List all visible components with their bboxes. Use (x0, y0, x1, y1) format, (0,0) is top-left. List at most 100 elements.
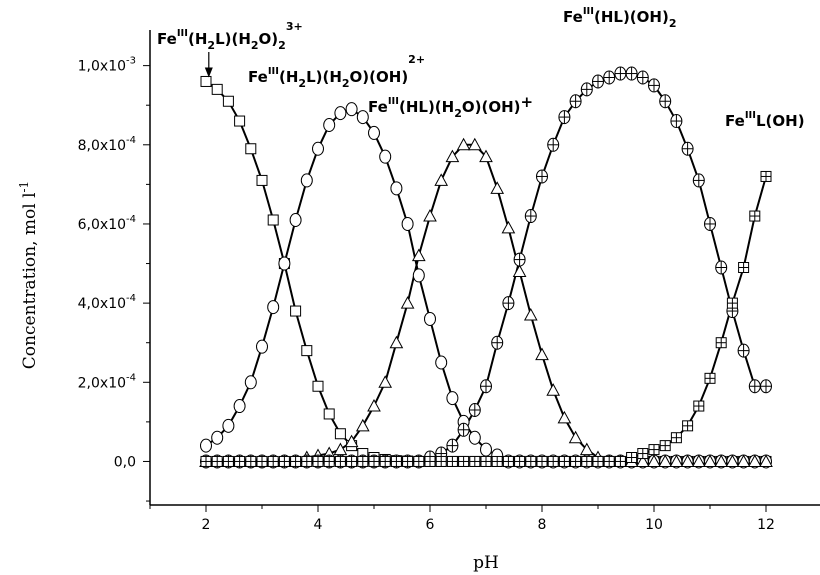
data-point-circle-plus (502, 296, 515, 311)
data-point-triangle (658, 454, 673, 467)
data-point-square-plus (390, 455, 402, 467)
data-point-triangle (669, 454, 684, 467)
data-point-square-plus (749, 210, 761, 222)
data-point-square (312, 380, 324, 392)
data-point-square-plus (245, 455, 257, 467)
species-labels: FeIII(H2L)(H2O)23+FeIII(H2L)(H2O)(OH)2+ F… (157, 6, 805, 130)
data-point-square-plus (312, 455, 324, 467)
data-point-circle-plus (547, 137, 560, 152)
y-tick-label: 6,0x10-4 (78, 214, 136, 233)
data-point-circle-plus (480, 379, 492, 394)
data-point-circle (200, 438, 212, 453)
data-point-circle (345, 102, 358, 117)
data-point-circle-plus (670, 114, 683, 129)
data-point-square-plus (469, 455, 481, 467)
data-point-triangle (747, 454, 762, 467)
data-point-triangle (680, 454, 695, 467)
series-line-2 (306, 143, 599, 459)
data-point-square-plus (603, 455, 615, 467)
data-point-circle (390, 181, 403, 196)
data-point-triangle (557, 410, 572, 424)
data-point-square-plus (267, 455, 279, 467)
data-point-triangle (389, 335, 404, 349)
data-point-circle-plus (513, 252, 526, 267)
data-point-triangle (456, 137, 471, 151)
data-point-square-plus (502, 455, 514, 467)
data-point-square (222, 95, 234, 107)
data-point-triangle (344, 434, 359, 448)
x-tick-label: 8 (538, 517, 547, 533)
data-point-square-plus (435, 455, 447, 467)
data-point-square-plus (278, 455, 290, 467)
data-point-square-plus (514, 455, 526, 467)
series-curves (205, 72, 767, 463)
data-point-circle (468, 430, 481, 445)
data-point-circle (401, 216, 414, 231)
data-point-circle-plus (636, 70, 649, 85)
data-point-square-plus (592, 455, 604, 467)
data-point-triangle (411, 248, 426, 262)
data-point-circle (435, 355, 448, 370)
data-point-square-plus (480, 455, 492, 467)
data-point-square-plus (614, 455, 626, 467)
data-point-square-plus (491, 455, 503, 467)
data-point-square-plus (458, 455, 470, 467)
x-tick-label: 4 (314, 517, 323, 533)
data-point-triangle (725, 454, 740, 467)
data-point-square-plus (581, 455, 593, 467)
data-point-triangle (546, 383, 561, 396)
axes: 2 4 6 8 10 12 0,0 2,0x10-4 4,0x10-4 6,0x10-4 8,0x1… (78, 30, 820, 533)
data-point-square-plus (558, 455, 570, 467)
data-point-square-plus (200, 455, 212, 467)
data-point-circle-plus (558, 110, 571, 125)
data-point-circle (412, 268, 425, 283)
data-point-circle-plus (457, 422, 470, 437)
y-axis-title-main: Concentration, mol l (20, 192, 40, 369)
data-point-square (256, 174, 268, 186)
data-point-square (290, 305, 302, 317)
data-point-square-plus (256, 455, 268, 467)
x-tick-label: 12 (757, 517, 775, 533)
data-point-triangle (579, 442, 594, 456)
data-point-square-plus (682, 420, 694, 432)
data-point-circle (278, 256, 291, 271)
data-point-circle-plus (491, 335, 504, 350)
data-point-square (267, 214, 279, 226)
data-point-triangle (490, 181, 505, 194)
data-point-circle-plus (592, 74, 604, 89)
data-point-triangle (512, 264, 527, 277)
data-point-circle (289, 213, 302, 227)
data-point-triangle (568, 430, 583, 444)
data-point-square-plus (211, 455, 223, 467)
data-point-circle-plus (603, 70, 616, 85)
data-point-square (334, 428, 346, 440)
data-point-square-plus (323, 455, 335, 467)
data-point-square-plus (726, 297, 738, 309)
data-point-square-plus (290, 455, 302, 467)
annotation-arrow-head (204, 67, 213, 78)
data-point-circle-plus (681, 141, 694, 156)
data-point-circle-plus (614, 66, 627, 81)
data-point-circle (256, 339, 268, 354)
data-point-square-plus (379, 455, 391, 467)
data-point-triangle (736, 454, 751, 467)
data-point-circle (424, 311, 436, 326)
data-point-square-plus (424, 455, 436, 467)
data-point-circle-plus (659, 94, 672, 109)
y-tick-label: 1,0x10-3 (78, 56, 136, 75)
data-point-circle-plus (569, 94, 582, 109)
data-point-triangle (378, 375, 393, 388)
data-point-circle (211, 430, 224, 445)
data-point-circle (356, 110, 369, 125)
data-point-square-plus (301, 455, 313, 467)
data-point-square-plus (536, 455, 548, 467)
x-tick-label: 6 (426, 517, 435, 533)
data-point-square-plus (222, 455, 234, 467)
data-point-square-plus (626, 452, 638, 463)
species-label: FeIIIL(OH) (725, 110, 805, 130)
data-point-circle (368, 125, 380, 140)
data-point-circle-plus (748, 379, 761, 394)
data-point-circle (323, 118, 336, 132)
data-point-circle-plus (648, 78, 660, 93)
data-point-circle-plus (536, 169, 548, 184)
